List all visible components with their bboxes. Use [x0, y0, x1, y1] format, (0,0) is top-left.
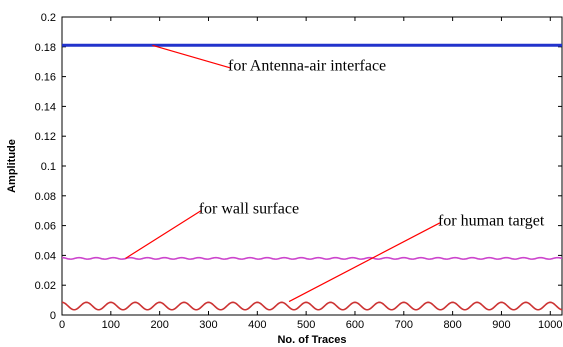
x-axis-label: No. of Traces — [277, 334, 346, 346]
x-tick-label: 800 — [443, 319, 461, 331]
x-tick-label: 0 — [59, 319, 65, 331]
y-tick-label: 0.18 — [35, 42, 56, 54]
annotation-leader-1 — [152, 44, 231, 69]
x-tick-label: 100 — [102, 319, 120, 331]
y-tick-label: 0.06 — [35, 221, 56, 233]
annotation-layer: for Antenna-air interface for wall surfac… — [125, 44, 545, 303]
x-tick-label: 500 — [297, 319, 315, 331]
series-line-2 — [61, 256, 563, 260]
annotation-leader-2 — [125, 210, 202, 259]
x-tick-label: 700 — [395, 319, 413, 331]
x-tick-label: 200 — [150, 319, 168, 331]
series-line-3 — [61, 301, 563, 311]
x-tick-label: 900 — [492, 319, 510, 331]
y-tick-label: 0.12 — [35, 131, 56, 143]
annotation-text-1: for Antenna-air interface — [228, 58, 386, 75]
y-tick-label: 0.14 — [35, 101, 56, 113]
y-tick-label: 0.02 — [35, 280, 56, 292]
y-tick-label: 0.16 — [35, 72, 56, 84]
annotation-text-3: for human target — [438, 213, 545, 230]
x-tick-label: 300 — [199, 319, 217, 331]
y-tick-label: 0.1 — [41, 161, 56, 173]
plot-area — [61, 16, 563, 316]
y-tick-label: 0.2 — [41, 12, 56, 24]
annotation-text-2: for wall surface — [199, 201, 299, 218]
x-tick-label: 600 — [346, 319, 364, 331]
y-tick-label: 0.04 — [35, 250, 56, 262]
y-tick-label: 0 — [50, 310, 56, 322]
y-axis: 0 0.02 0.04 0.06 0.08 0.1 0.12 0.14 0.16 0.18 0.2 — [35, 12, 562, 322]
series-layer — [61, 43, 563, 311]
x-tick-label: 400 — [248, 319, 266, 331]
y-tick-label: 0.08 — [35, 191, 56, 203]
annotation-leader-3 — [288, 222, 441, 303]
x-tick-label: 1000 — [538, 319, 562, 331]
y-axis-label: Amplitude — [6, 139, 18, 193]
x-axis: 0 100 200 300 400 500 600 700 800 900 1000 — [59, 17, 563, 331]
